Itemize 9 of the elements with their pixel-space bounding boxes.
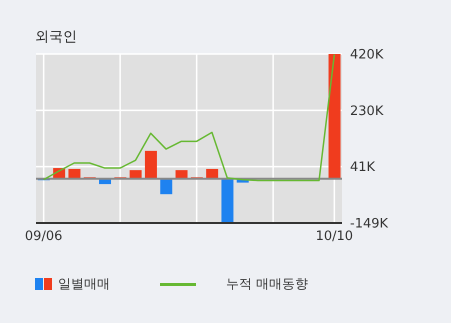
y-tick-label: 41K: [350, 160, 376, 176]
legend-label: 누적 매매동향: [226, 276, 308, 293]
y-tick-label: 420K: [350, 48, 384, 63]
legend-label: 일별매매: [58, 276, 110, 293]
y-tick-label: 230K: [350, 104, 384, 120]
y-tick-label: -149K: [350, 216, 389, 232]
chart-title: 외국인: [35, 28, 77, 46]
x-tick-label: 09/06: [24, 229, 62, 244]
x-tick-label: 10/10: [316, 229, 354, 244]
